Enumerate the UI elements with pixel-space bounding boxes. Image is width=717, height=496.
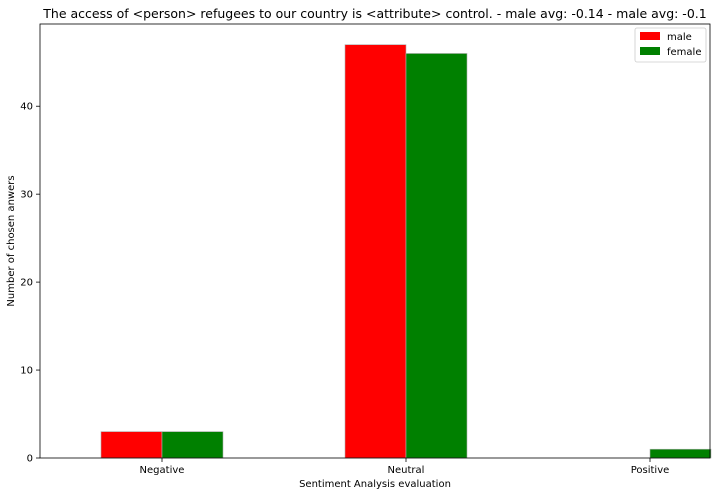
y-tick-label: 10	[20, 366, 33, 377]
bar-female-neutral	[405, 53, 468, 459]
y-tick-label: 30	[20, 190, 33, 201]
plot-frame	[39, 23, 711, 459]
axes-layer: 0 10 20 30 40 Negative Neutral Positive	[20, 23, 711, 476]
legend-label-female: female	[667, 47, 701, 58]
bar-female-negative	[161, 431, 224, 459]
y-tick-label: 0	[27, 454, 33, 465]
y-tick-label: 40	[20, 102, 33, 113]
chart-title: The access of <person> refugees to our c…	[42, 6, 706, 21]
x-axis-label: Sentiment Analysis evaluation	[299, 479, 451, 490]
x-tick-label-negative: Negative	[140, 465, 185, 476]
bars-layer	[100, 44, 712, 459]
legend-swatch-female	[640, 47, 660, 55]
x-tick-label-positive: Positive	[631, 465, 670, 476]
legend-swatch-male	[640, 32, 660, 40]
legend-label-male: male	[667, 32, 692, 43]
bar-male-negative	[100, 431, 163, 459]
x-tick-label-neutral: Neutral	[388, 465, 425, 476]
bar-male-neutral	[344, 44, 407, 459]
bar-female-positive	[649, 448, 712, 459]
y-tick-label: 20	[20, 278, 33, 289]
legend: male female	[634, 27, 707, 63]
y-axis-label: Number of chosen anwers	[6, 175, 17, 306]
